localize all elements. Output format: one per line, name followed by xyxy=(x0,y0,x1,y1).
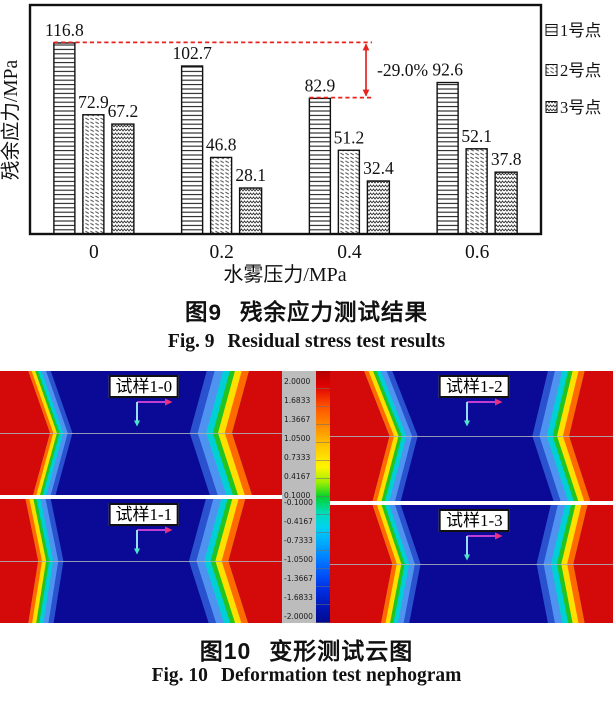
residual-stress-chart: 116.8 102.7 82.9 92.6 72.9 46.8 51.2 52.1 67.2 28… xyxy=(0,3,601,286)
bar xyxy=(366,180,391,235)
bar-value-label: 37.8 xyxy=(491,149,522,169)
coordinate-axes-icon xyxy=(464,398,503,427)
x-tick-label: 0 xyxy=(89,242,99,263)
coordinate-axes-icon xyxy=(464,532,503,561)
legend-swatch-diag-icon xyxy=(545,64,558,76)
panel-divider xyxy=(0,495,282,499)
nephogram-panel-1-0: 试样1-0 xyxy=(0,371,282,495)
nephogram-panel-1-2: 试样1-2 xyxy=(330,371,613,501)
specimen-label: 试样1-0 xyxy=(108,375,180,398)
colorbar-value: 2.0000 xyxy=(284,377,311,386)
legend-label: 1号点 xyxy=(560,21,601,40)
colorbar-value: -0.4167 xyxy=(284,516,313,526)
figure10-caption-en-label: Fig. 10 xyxy=(151,665,208,686)
colorbar-value: 0.1000 xyxy=(284,491,311,500)
arrowhead-up-icon xyxy=(362,43,370,51)
bar-value-label: 52.1 xyxy=(461,126,492,146)
colorbar-value: 0.4167 xyxy=(284,472,311,481)
figure10-caption-zh-label: 图10 xyxy=(199,638,252,664)
bar xyxy=(53,42,76,235)
bar-value-label: 92.6 xyxy=(432,60,463,80)
bar xyxy=(308,97,332,235)
figure9-caption-en: Fig. 9 Residual stress test results xyxy=(0,331,613,353)
colorbar-value: 1.6833 xyxy=(284,396,311,405)
y-axis-label: 残余应力/MPa xyxy=(0,60,22,181)
percent-change-label: -29.0% xyxy=(377,60,428,80)
panel-divider xyxy=(330,501,613,505)
colorbar-value: 1.0500 xyxy=(284,434,311,443)
colorbar-value: -1.3667 xyxy=(284,573,313,583)
bar xyxy=(494,171,518,235)
bar-value-label: 82.9 xyxy=(305,75,336,95)
colorbar-value: -0.1000 xyxy=(284,497,313,507)
x-tick-label: 0.6 xyxy=(465,242,490,263)
figure10-caption-zh-text: 变形测试云图 xyxy=(269,638,414,664)
bar xyxy=(238,187,263,235)
bar xyxy=(209,156,233,235)
coordinate-axes-icon xyxy=(133,398,173,427)
coordinate-axes-icon xyxy=(133,526,173,555)
bar-value-label: 51.2 xyxy=(334,127,365,147)
x-tick-label: 0.2 xyxy=(209,242,233,263)
nephogram-panel-1-1: 试样1-1 xyxy=(0,499,282,623)
nephogram-panel-1-3: 试样1-3 xyxy=(330,505,613,623)
specimen-label: 试样1-1 xyxy=(108,503,180,526)
x-tick-label: 0.4 xyxy=(337,242,362,263)
bar xyxy=(111,123,135,235)
colorbar-value: -2.0000 xyxy=(284,611,313,621)
plot-frame xyxy=(28,3,543,236)
bar-value-label: 102.7 xyxy=(172,43,212,63)
figure9-caption-en-label: Fig. 9 xyxy=(167,331,215,352)
figure10-caption-en: Fig. 10 Deformation test nephogram xyxy=(0,665,613,687)
bar-value-label: 46.8 xyxy=(206,134,237,154)
colorbar-labels: 2.0000 1.6833 1.3667 1.0500 0.7333 0.4167 0.10… xyxy=(282,371,316,623)
bar-value-label: 116.8 xyxy=(45,20,84,40)
bar xyxy=(82,114,105,235)
specimen-midline xyxy=(0,433,282,434)
legend-label: 3号点 xyxy=(560,98,601,117)
x-axis-label: 水雾压力/MPa xyxy=(223,263,346,286)
figure10-caption-en-text: Deformation test nephogram xyxy=(220,665,462,686)
bar xyxy=(465,148,488,235)
specimen-label: 试样1-3 xyxy=(438,509,510,532)
colorbar-value: -1.6833 xyxy=(284,592,313,602)
specimen-label: 试样1-2 xyxy=(438,375,510,398)
figure10-caption-zh: 图10 变形测试云图 xyxy=(0,632,613,666)
colorbar-panel: 2.0000 1.6833 1.3667 1.0500 0.7333 0.4167 0.10… xyxy=(282,371,330,623)
figure9-caption-zh-text: 残余应力测试结果 xyxy=(240,300,429,325)
figure9-caption-zh-label: 图9 xyxy=(184,300,222,325)
colorbar-value: 1.3667 xyxy=(284,415,311,424)
bar-value-label: 72.9 xyxy=(78,92,109,112)
bar xyxy=(180,65,204,235)
specimen-midline xyxy=(330,436,613,437)
colorbar-gradient xyxy=(316,371,330,623)
bar-value-label: 67.2 xyxy=(108,101,139,121)
figure9-caption-zh: 图9 残余应力测试结果 xyxy=(0,295,613,327)
deformation-nephogram: 试样1-0 试样1-1 xyxy=(0,371,613,623)
bar-value-label: 28.1 xyxy=(235,165,266,185)
legend-label: 2号点 xyxy=(560,61,601,80)
nephogram-right-column: 试样1-2 试样1-3 xyxy=(330,371,613,623)
colorbar-value: -0.7333 xyxy=(284,535,313,545)
bar xyxy=(436,81,459,235)
arrowhead-down-icon xyxy=(362,89,370,97)
colorbar-value: -1.0500 xyxy=(284,554,313,564)
bar-value-label: 32.4 xyxy=(363,158,394,178)
legend-swatch-hlines-icon xyxy=(545,24,558,36)
specimen-midline xyxy=(330,564,613,565)
nephogram-left-column: 试样1-0 试样1-1 xyxy=(0,371,282,623)
figure9-caption-en-text: Residual stress test results xyxy=(227,331,446,352)
colorbar-value: 0.7333 xyxy=(284,453,311,462)
legend-swatch-zigzag-icon xyxy=(545,101,558,113)
bar xyxy=(337,149,361,235)
specimen-midline xyxy=(0,561,282,562)
